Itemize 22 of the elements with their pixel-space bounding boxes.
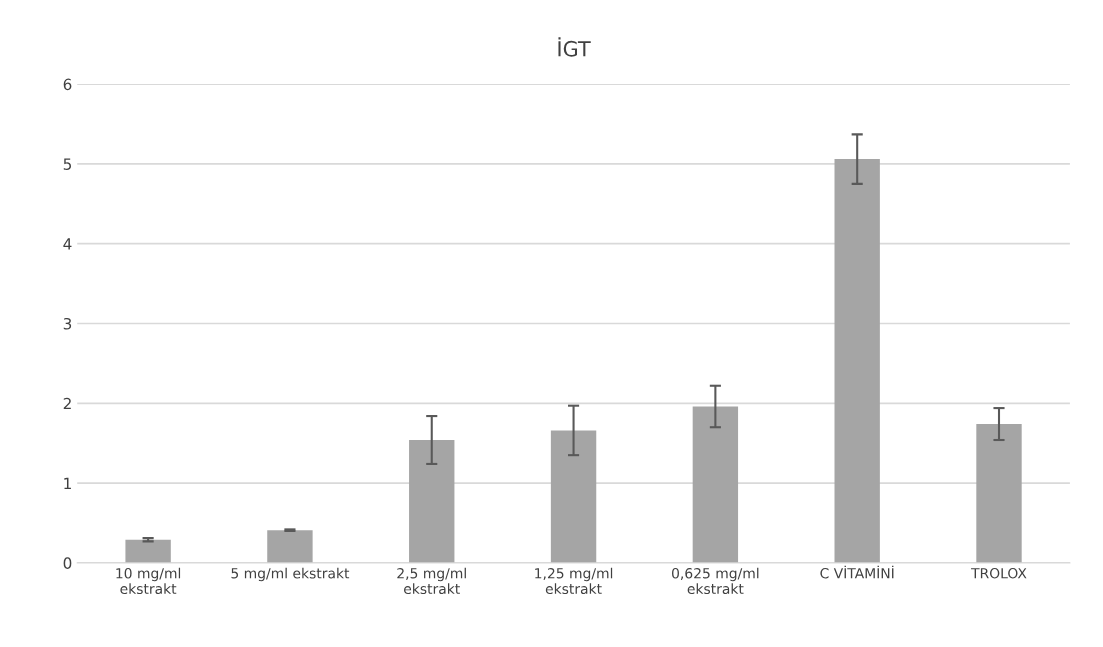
bar xyxy=(125,539,171,563)
chart-title: İGT xyxy=(558,37,591,57)
x-tick-label: 0,625 mg/ml ekstrakt xyxy=(672,567,759,595)
x-tick-label: TROLOX xyxy=(971,568,1027,579)
x-tick-label: 5 mg/ml ekstrakt xyxy=(231,567,350,582)
bar xyxy=(976,424,1022,563)
y-tick-label: 1 xyxy=(64,477,71,489)
y-tick-label: 5 xyxy=(63,158,72,170)
x-tick-label: 1,25 mg/ml ekstrakt xyxy=(535,567,613,595)
bar xyxy=(692,406,739,563)
x-tick-label: 2,5 mg/ml ekstrakt xyxy=(397,567,466,595)
y-tick-label: 0 xyxy=(63,557,72,569)
x-tick-label: C VİTAMİNİ xyxy=(820,565,894,579)
x-tick-label: 10 mg/ml ekstrakt xyxy=(116,567,181,595)
y-tick-label: 4 xyxy=(63,238,72,250)
bar xyxy=(267,530,313,563)
y-tick-label: 2 xyxy=(63,397,71,410)
bar xyxy=(409,440,455,563)
bar xyxy=(834,159,880,563)
bar xyxy=(550,430,597,563)
y-tick-label: 6 xyxy=(63,78,72,91)
y-tick-label: 3 xyxy=(63,317,72,330)
